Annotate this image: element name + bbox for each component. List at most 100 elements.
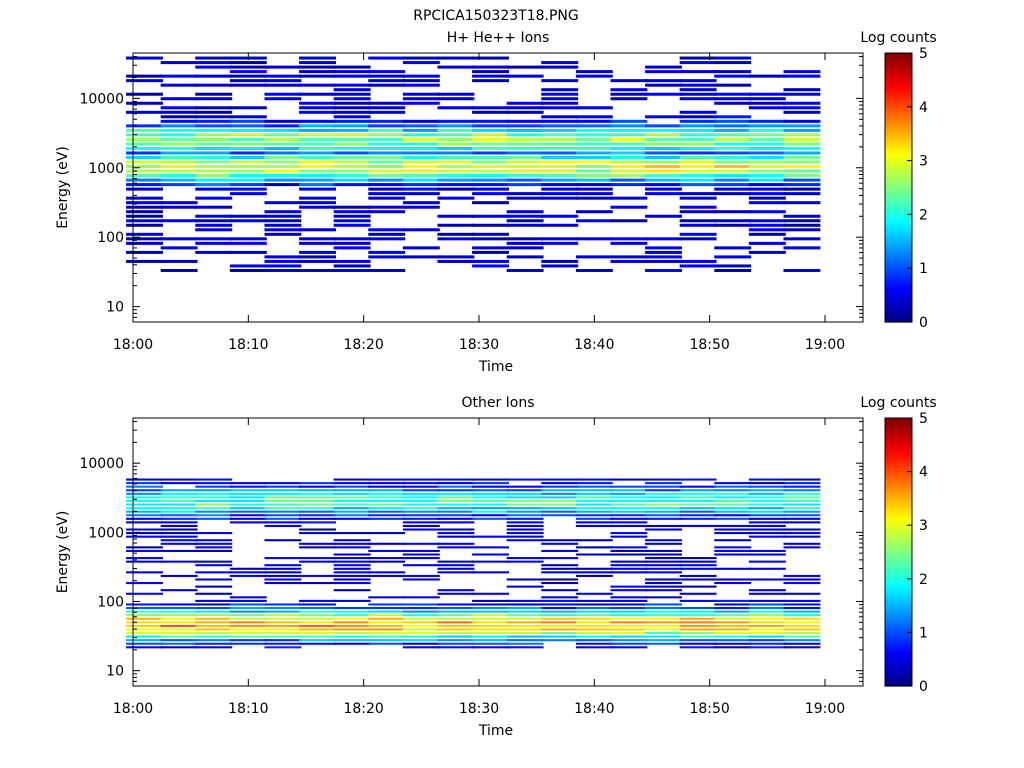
- heatmap-cell: [264, 228, 302, 232]
- heatmap-cell: [748, 610, 786, 613]
- heatmap-cell: [679, 524, 717, 527]
- heatmap-cell: [748, 146, 786, 150]
- colorbar-tick-label: 3: [919, 518, 928, 534]
- heatmap-cell: [195, 603, 233, 606]
- heatmap-cell: [368, 174, 406, 178]
- heatmap-cell: [195, 115, 233, 119]
- colorbar-swatch: [885, 147, 912, 150]
- heatmap-cell: [299, 528, 336, 531]
- colorbar-swatch: [885, 433, 912, 437]
- heatmap-cell: [160, 589, 198, 592]
- heatmap-cell: [610, 589, 648, 592]
- heatmap-cell: [506, 255, 544, 259]
- heatmap-cell: [195, 178, 233, 182]
- colorbar-swatch: [885, 565, 912, 569]
- heatmap-cell: [126, 607, 163, 610]
- heatmap-cell: [610, 205, 648, 209]
- heatmap-cell: [126, 507, 163, 510]
- colorbar-swatch: [885, 677, 912, 680]
- heatmap-cell: [195, 142, 233, 146]
- heatmap-cell: [541, 617, 579, 620]
- heatmap-cell: [714, 514, 752, 517]
- heatmap-cell: [506, 192, 544, 196]
- heatmap-cell: [679, 219, 717, 223]
- heatmap-cell: [299, 617, 336, 620]
- heatmap-cell: [506, 507, 544, 510]
- heatmap-cell: [437, 639, 475, 642]
- heatmap-cell: [402, 503, 440, 506]
- colorbar-swatch: [885, 645, 912, 649]
- heatmap-cell: [506, 617, 544, 620]
- colorbar-swatch: [885, 288, 912, 292]
- heatmap-cell: [229, 599, 267, 602]
- colorbar-swatch: [885, 563, 912, 566]
- heatmap-cell: [160, 560, 198, 563]
- heatmap-cell: [333, 137, 371, 141]
- colorbar-swatch: [885, 167, 912, 171]
- heatmap-cell: [229, 514, 267, 517]
- heatmap-cell: [229, 499, 267, 503]
- heatmap-cell: [783, 160, 821, 164]
- heatmap-cell: [645, 617, 682, 620]
- heatmap-cell: [229, 192, 267, 196]
- x-tick-label: 18:50: [689, 337, 729, 353]
- heatmap-cell: [748, 496, 786, 499]
- heatmap-cell: [126, 521, 163, 524]
- heatmap-cell: [402, 564, 440, 567]
- heatmap-cell: [748, 174, 786, 178]
- heatmap-cell: [506, 478, 544, 481]
- heatmap-cell: [264, 214, 302, 218]
- heatmap-cell: [506, 101, 544, 105]
- colorbar-swatch: [885, 607, 912, 611]
- colorbar-swatch: [885, 187, 912, 191]
- heatmap-cell: [748, 624, 786, 627]
- heatmap-cell: [437, 142, 475, 146]
- heatmap-cell: [541, 151, 579, 155]
- heatmap-cell: [402, 124, 440, 128]
- heatmap-cell: [783, 142, 821, 146]
- heatmap-cell: [472, 165, 509, 169]
- heatmap-cell: [229, 603, 267, 606]
- heatmap-cell: [506, 124, 544, 128]
- heatmap-cell: [229, 178, 267, 182]
- y-tick-label: 10000: [79, 91, 124, 107]
- heatmap-cell: [472, 614, 509, 617]
- heatmap-cell: [368, 503, 406, 506]
- heatmap-cell: [506, 521, 544, 524]
- heatmap-cell: [679, 119, 717, 123]
- heatmap-cell: [160, 521, 198, 524]
- heatmap-cell: [748, 165, 786, 169]
- heatmap-cell: [126, 582, 163, 585]
- colorbar-swatch: [885, 672, 912, 676]
- heatmap-cell: [333, 246, 371, 250]
- heatmap-cell: [714, 617, 752, 620]
- heatmap-cell: [472, 65, 509, 69]
- heatmap-cell: [229, 237, 267, 241]
- heatmap-cell: [299, 489, 336, 492]
- heatmap-cell: [264, 210, 302, 214]
- heatmap-cell: [714, 517, 752, 520]
- heatmap-cell: [472, 56, 509, 60]
- heatmap-cell: [748, 74, 786, 78]
- heatmap-cell: [506, 514, 544, 517]
- heatmap-cell: [126, 646, 163, 649]
- colorbar-swatch: [885, 458, 912, 462]
- heatmap-cell: [472, 142, 509, 146]
- heatmap-cell: [541, 237, 579, 241]
- colorbar-swatch: [885, 621, 912, 625]
- colorbar-swatch: [885, 547, 912, 551]
- heatmap-cell: [402, 574, 440, 577]
- heatmap-cell: [402, 246, 440, 250]
- colorbar-swatch: [885, 449, 912, 453]
- heatmap-cell: [195, 183, 233, 187]
- heatmap-cell: [714, 92, 752, 96]
- heatmap-cell: [714, 219, 752, 223]
- heatmap-cell: [229, 571, 267, 574]
- heatmap-cell: [575, 599, 613, 602]
- colorbar-swatch: [885, 270, 912, 274]
- heatmap-cell: [679, 489, 717, 492]
- heatmap-cell: [368, 607, 406, 610]
- heatmap-cell: [714, 582, 752, 585]
- colorbar-swatch: [885, 435, 912, 439]
- heatmap-cell: [126, 128, 163, 132]
